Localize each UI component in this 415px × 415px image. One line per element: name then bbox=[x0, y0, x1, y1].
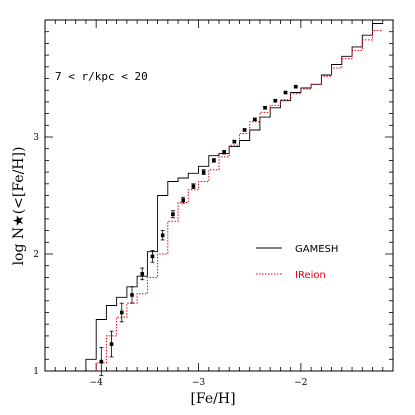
y-tick-label: 1 bbox=[33, 367, 39, 377]
legend-gamesh-label: GAMESH bbox=[295, 244, 338, 255]
observed-point bbox=[150, 254, 155, 259]
observed-point bbox=[273, 98, 278, 103]
observed-point bbox=[222, 150, 226, 155]
observed-point bbox=[109, 342, 114, 346]
y-axis-title: log N★(<[Fe/H]) bbox=[11, 147, 27, 266]
observed-point bbox=[99, 359, 104, 364]
observed-point bbox=[160, 233, 165, 238]
observed-point bbox=[283, 90, 288, 95]
observed-point bbox=[191, 184, 196, 188]
y-tick-label: 2 bbox=[33, 250, 39, 260]
observed-point bbox=[232, 139, 237, 144]
observed-point bbox=[181, 198, 185, 202]
observed-point bbox=[171, 212, 175, 217]
x-tick-label: −3 bbox=[192, 378, 206, 388]
observed-point bbox=[242, 128, 247, 132]
annotation-label: 7 < r/kpc < 20 bbox=[55, 70, 148, 83]
series-ireion-line bbox=[95, 30, 383, 371]
observed-point bbox=[140, 272, 145, 276]
observed-point bbox=[263, 105, 267, 110]
x-tick-label: −2 bbox=[294, 378, 307, 388]
plot-area: −4 −3 −2 1 2 3 GAMESH IReion bbox=[33, 19, 394, 388]
observed-point bbox=[130, 293, 134, 297]
x-axis-title: [Fe/H] bbox=[190, 391, 235, 407]
observed-point bbox=[212, 158, 216, 163]
observed-point bbox=[293, 84, 298, 89]
observed-point bbox=[119, 310, 124, 315]
y-tick-label: 3 bbox=[33, 133, 39, 143]
legend: GAMESH IReion bbox=[256, 244, 338, 281]
observed-point bbox=[201, 170, 206, 174]
observed-point bbox=[253, 117, 257, 122]
legend-ireion-label: IReion bbox=[295, 270, 326, 281]
x-tick-label: −4 bbox=[90, 378, 104, 388]
